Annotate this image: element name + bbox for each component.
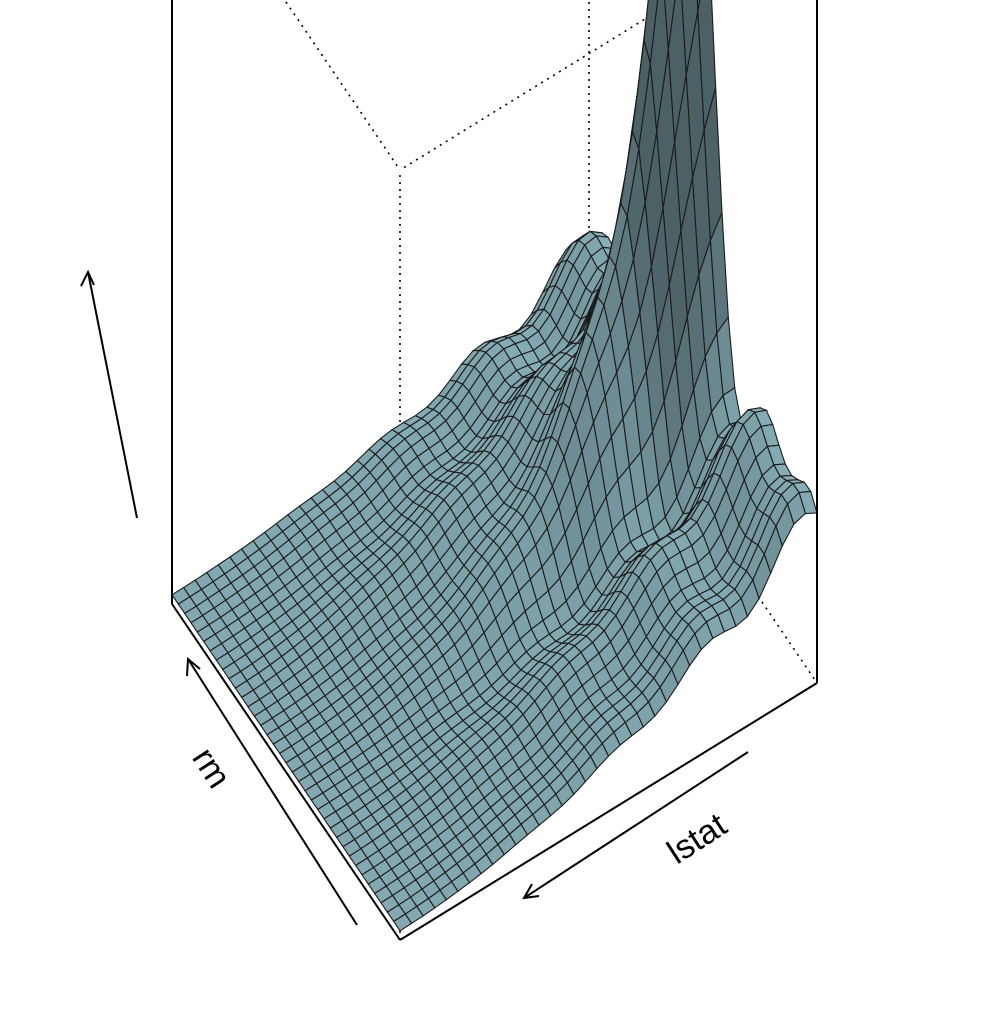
surface-facet (392, 913, 413, 932)
y-axis-label: rm (184, 741, 237, 795)
x-axis-arrowhead (522, 883, 540, 900)
z-axis-arrow (87, 271, 138, 519)
box-edge-hidden (283, 0, 401, 171)
y-axis-arrow (187, 658, 358, 926)
surface-mesh (171, 0, 818, 932)
z-axis-arrowhead (80, 269, 95, 287)
x-axis-label: lstat (661, 806, 734, 872)
x-axis-arrow (523, 751, 749, 899)
box-edge (171, 603, 401, 941)
y-axis-arrowhead (186, 656, 201, 677)
bounding-box-front (171, 0, 818, 941)
box-edge (399, 682, 818, 941)
box-edge-hidden (399, 0, 678, 171)
